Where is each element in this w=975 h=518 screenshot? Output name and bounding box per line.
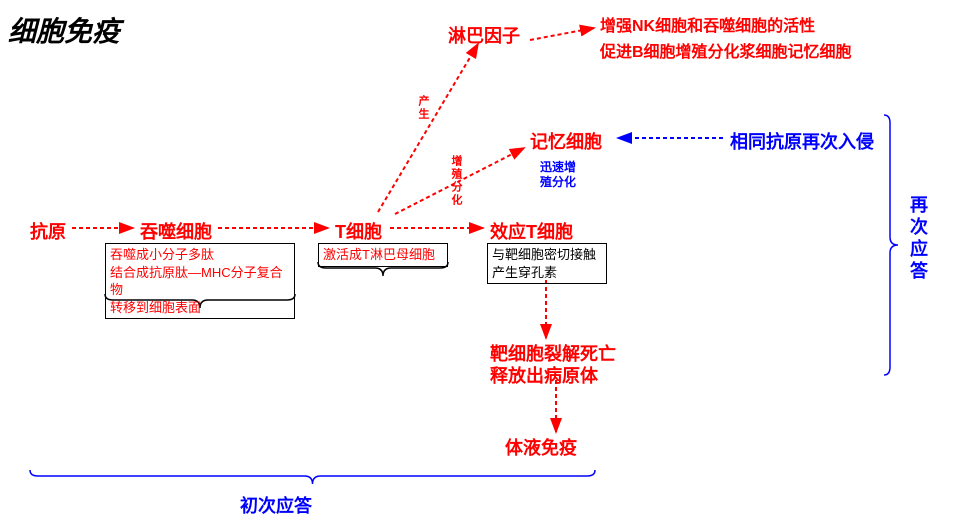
node-phagocyte: 吞噬细胞 xyxy=(140,218,212,244)
box-tcellBox-line: 激活成T淋巴母细胞 xyxy=(323,246,443,264)
edgelabel-produce: 产生 xyxy=(415,95,431,121)
node-desc1: 增强NK细胞和吞噬细胞的活性 xyxy=(600,12,815,36)
node-memory: 记忆细胞 xyxy=(530,128,602,154)
box-phagocyteBox-line: 结合成抗原肽—MHC分子复合物 xyxy=(110,264,290,299)
box-tcellBox: 激活成T淋巴母细胞 xyxy=(318,243,448,267)
node-effectorT: 效应T细胞 xyxy=(490,218,573,244)
box-phagocyteBox-line: 转移到细胞表面 xyxy=(110,299,290,317)
box-effectorBox: 与靶细胞密切接触产生穿孔素 xyxy=(487,243,607,284)
node-rapid2: 殖分化 xyxy=(540,173,576,190)
node-lymphokine: 淋巴因子 xyxy=(448,22,520,48)
node-tcell: T细胞 xyxy=(335,218,382,244)
diagram-title: 细胞免疫 xyxy=(8,10,120,50)
node-desc2: 促进B细胞增殖分化浆细胞记忆细胞 xyxy=(600,38,852,62)
box-effectorBox-line: 产生穿孔素 xyxy=(492,264,602,282)
brace-secondary xyxy=(884,115,898,375)
brace-primary xyxy=(30,470,595,484)
node-targetLysis2: 释放出病原体 xyxy=(490,362,598,388)
edgelabel-prolifer: 增殖分化 xyxy=(448,155,464,207)
node-humoral: 体液免疫 xyxy=(505,434,577,460)
box-effectorBox-line: 与靶细胞密切接触 xyxy=(492,246,602,264)
node-secondary: 再次应答 xyxy=(905,195,931,283)
box-phagocyteBox-line: 吞噬成小分子多肽 xyxy=(110,246,290,264)
node-antigen: 抗原 xyxy=(30,218,66,244)
node-primary: 初次应答 xyxy=(240,492,312,518)
edge-8 xyxy=(530,28,594,40)
box-phagocyteBox: 吞噬成小分子多肽结合成抗原肽—MHC分子复合物转移到细胞表面 xyxy=(105,243,295,319)
node-sameAntigen: 相同抗原再次入侵 xyxy=(730,128,874,154)
